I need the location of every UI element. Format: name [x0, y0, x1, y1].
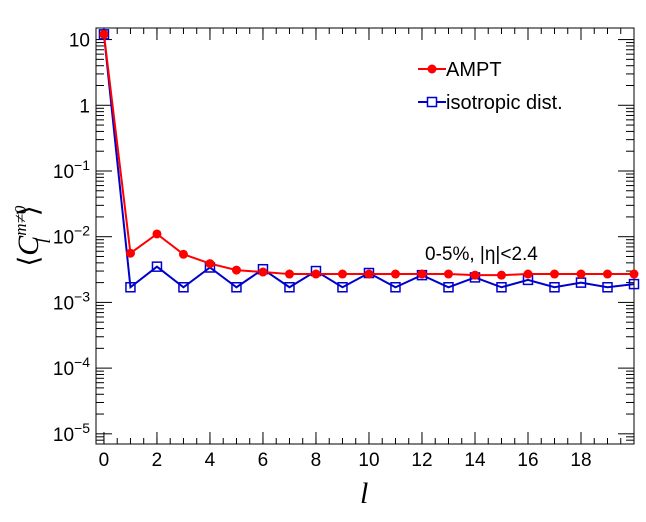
y-tick-label: 10−1	[53, 157, 90, 183]
data-point-ampt	[364, 269, 374, 279]
y-tick-label: 10−5	[53, 420, 90, 446]
x-tick-label: 2	[152, 450, 163, 471]
x-axis-title: l	[360, 477, 368, 510]
y-tick-label: 10	[69, 31, 90, 52]
x-tick-labels: 0 2 4 6 8 10 12 14 16 18	[99, 450, 592, 471]
x-tick-label: 16	[517, 450, 538, 471]
x-tick-label: 12	[411, 450, 432, 471]
y-axis-title-main: C	[12, 235, 45, 256]
data-point-isotropic	[496, 282, 507, 293]
y-tick-exponent: −4	[74, 354, 90, 370]
x-tick-label: 6	[258, 450, 269, 471]
legend-label-isotropic: isotropic dist.	[446, 92, 563, 114]
x-tick-label: 0	[99, 450, 110, 471]
y-tick-label: 10−4	[53, 354, 90, 380]
x-tick-label: 4	[205, 450, 216, 471]
data-point-isotropic	[284, 282, 295, 293]
legend: AMPT isotropic dist.	[418, 59, 563, 114]
y-tick-exponent: −2	[74, 223, 90, 239]
data-point-ampt	[337, 269, 347, 279]
data-point-isotropic	[337, 282, 348, 293]
legend-entry-isotropic: isotropic dist.	[418, 92, 563, 114]
data-point-ampt	[549, 269, 559, 279]
legend-marker-isotropic	[426, 96, 438, 108]
data-point-ampt	[602, 269, 612, 279]
data-point-ampt	[178, 249, 188, 259]
x-tick-label: 10	[358, 450, 379, 471]
y-tick-exponent: −1	[74, 157, 90, 173]
data-point-ampt	[443, 269, 453, 279]
data-point-ampt	[576, 269, 586, 279]
y-tick-base: 10	[53, 228, 74, 249]
y-axis-title-open: ⟨	[14, 256, 45, 267]
series-line-ampt	[102, 34, 634, 277]
data-point-ampt	[629, 269, 639, 279]
y-tick-base: 10	[53, 425, 74, 446]
data-point-ampt	[125, 248, 135, 258]
series-line-isotropic	[102, 34, 634, 290]
y-tick-base: 1	[79, 96, 90, 117]
data-point-isotropic	[151, 261, 163, 272]
legend-entry-ampt: AMPT	[418, 59, 502, 81]
data-point-ampt	[152, 229, 162, 239]
y-axis-title-sub: l	[34, 238, 55, 243]
data-point-ampt	[99, 29, 109, 39]
x-tick-label: 8	[311, 450, 322, 471]
plot-frame	[95, 27, 635, 445]
data-point-ampt	[205, 259, 215, 269]
y-tick-exponent: −3	[74, 288, 90, 304]
y-tick-label: 1	[79, 96, 90, 117]
data-point-ampt	[284, 269, 294, 279]
y-axis-title: ⟨Cm≠0 l ⟩	[11, 205, 55, 267]
data-point-ampt	[496, 270, 506, 280]
annotation-text: 0-5%, |η|<2.4	[425, 244, 538, 265]
data-point-isotropic	[178, 282, 189, 293]
y-tick-exponent: −5	[74, 420, 90, 436]
y-tick-base: 10	[53, 359, 74, 380]
data-point-ampt	[311, 269, 321, 279]
y-tick-label: 10−3	[53, 288, 90, 314]
minor-ticks	[96, 28, 635, 445]
data-point-ampt	[258, 267, 268, 277]
y-axis-title-sup: m≠0	[11, 205, 30, 236]
y-tick-base: 10	[53, 293, 74, 314]
data-point-isotropic	[602, 282, 613, 293]
data-point-isotropic	[549, 282, 560, 293]
y-tick-base: 10	[69, 31, 90, 52]
x-tick-label: 18	[570, 450, 591, 471]
data-point-isotropic	[390, 282, 401, 293]
data-point-ampt	[523, 269, 533, 279]
data-point-ampt	[231, 265, 241, 275]
y-tick-base: 10	[53, 162, 74, 183]
y-tick-label: 10−2	[53, 223, 90, 249]
data-point-isotropic	[443, 282, 454, 293]
major-ticks	[96, 28, 634, 444]
legend-marker-ampt	[427, 64, 437, 74]
data-point-isotropic	[125, 282, 136, 293]
y-axis-title-close: ⟩	[14, 205, 45, 216]
x-tick-label: 14	[464, 450, 486, 471]
data-point-isotropic	[231, 282, 242, 293]
data-point-isotropic	[628, 278, 640, 290]
data-point-ampt	[390, 269, 400, 279]
series-layer	[98, 29, 640, 293]
data-point-ampt	[470, 270, 480, 280]
data-point-ampt	[417, 269, 427, 279]
legend-label-ampt: AMPT	[446, 59, 502, 81]
